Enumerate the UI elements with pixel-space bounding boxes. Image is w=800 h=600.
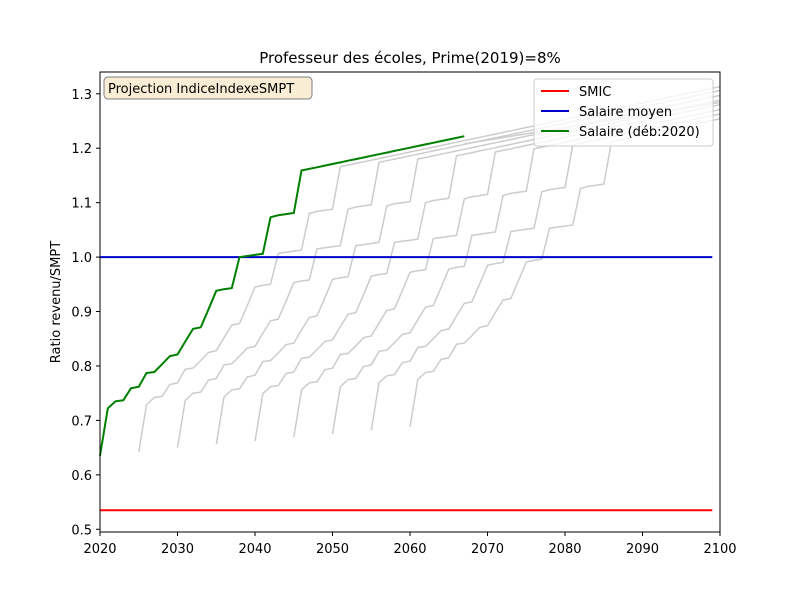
annotation-text: Projection IndiceIndexeSMPT: [108, 82, 294, 97]
y-tick-label: 0.7: [71, 414, 92, 429]
y-tick-label: 1.2: [71, 142, 92, 157]
x-tick-label: 2060: [393, 542, 426, 557]
y-tick-label: 1.3: [71, 88, 92, 103]
x-tick-label: 2070: [471, 542, 504, 557]
series-lines: [99, 135, 713, 512]
legend-label-salaire: Salaire (déb:2020): [579, 125, 700, 140]
x-tick-label: 2050: [316, 542, 349, 557]
legend-label-salaire-moyen: Salaire moyen: [579, 105, 672, 120]
x-axis-ticks: 2020 2030 2040 2050 2060 2070 2080 2090 2100: [83, 532, 737, 557]
x-tick-label: 2040: [238, 542, 271, 557]
x-tick-label: 2020: [83, 542, 116, 557]
y-tick-label: 0.6: [71, 469, 92, 484]
y-tick-label: 1.1: [71, 197, 92, 212]
y-axis-ticks: 0.5 0.6 0.7 0.8 0.9 1.0 1.1 1.2 1.3: [71, 88, 100, 538]
y-axis-label: Ratio revenu/SMPT: [49, 241, 64, 363]
y-tick-label: 0.5: [71, 523, 92, 538]
annotation-box: Projection IndiceIndexeSMPT: [103, 76, 313, 100]
x-tick-label: 2100: [703, 542, 736, 557]
legend: SMIC Salaire moyen Salaire (déb:2020): [533, 78, 714, 147]
x-tick-label: 2080: [548, 542, 581, 557]
y-tick-label: 1.0: [71, 251, 92, 266]
chart-title: Professeur des écoles, Prime(2019)=8%: [259, 49, 561, 67]
legend-frame: [533, 78, 714, 147]
x-tick-label: 2090: [626, 542, 659, 557]
x-tick-label: 2030: [161, 542, 194, 557]
y-tick-label: 0.9: [71, 306, 92, 321]
salaire-line: [99, 135, 465, 456]
legend-label-smic: SMIC: [579, 85, 611, 100]
y-tick-label: 0.8: [71, 360, 92, 375]
